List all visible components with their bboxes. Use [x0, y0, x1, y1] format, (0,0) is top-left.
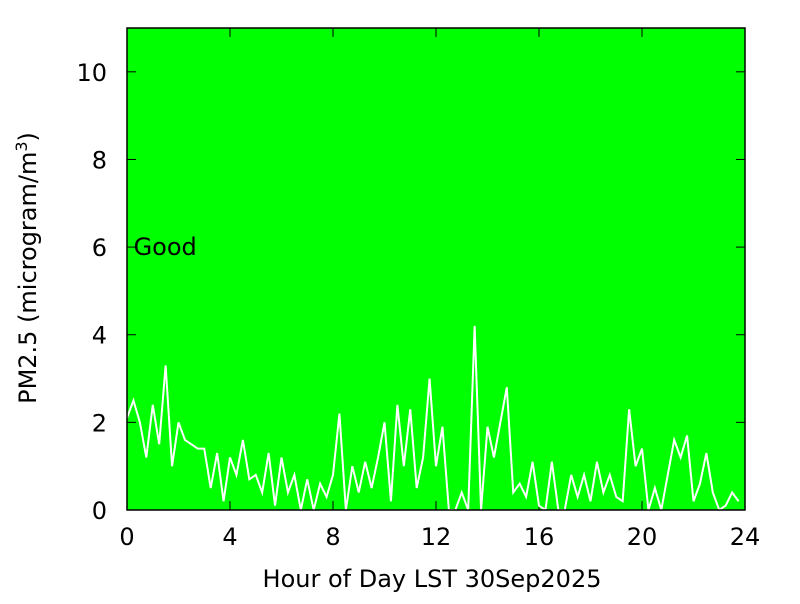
- y-tick-label: 4: [92, 322, 107, 350]
- y-tick-label: 6: [92, 234, 107, 262]
- plot-frame: [126, 27, 746, 511]
- x-tick-label: 4: [222, 523, 237, 551]
- y-axis-label-sup: 3: [12, 141, 31, 151]
- y-tick-label: 0: [92, 497, 107, 525]
- x-axis-label: Hour of Day LST 30Sep2025: [263, 565, 602, 593]
- x-tick-label: 12: [421, 523, 452, 551]
- x-tick-label: 8: [325, 523, 340, 551]
- y-axis-label: PM2.5 (microgram/m3): [12, 132, 42, 404]
- annotation: Good: [134, 233, 197, 261]
- x-tick-label: 16: [524, 523, 555, 551]
- data-line: [126, 325, 740, 512]
- plot-background: [127, 28, 745, 510]
- x-tick-label: 20: [627, 523, 658, 551]
- y-tick-label: 2: [92, 409, 107, 437]
- y-tick-label: 8: [92, 146, 107, 174]
- x-tick-label: 0: [119, 523, 134, 551]
- y-axis-label-text: PM2.5 (microgram/m: [14, 152, 42, 404]
- x-tick-label: 24: [730, 523, 761, 551]
- y-axis-label-tail: ): [14, 132, 42, 141]
- y-tick-label: 10: [76, 59, 107, 87]
